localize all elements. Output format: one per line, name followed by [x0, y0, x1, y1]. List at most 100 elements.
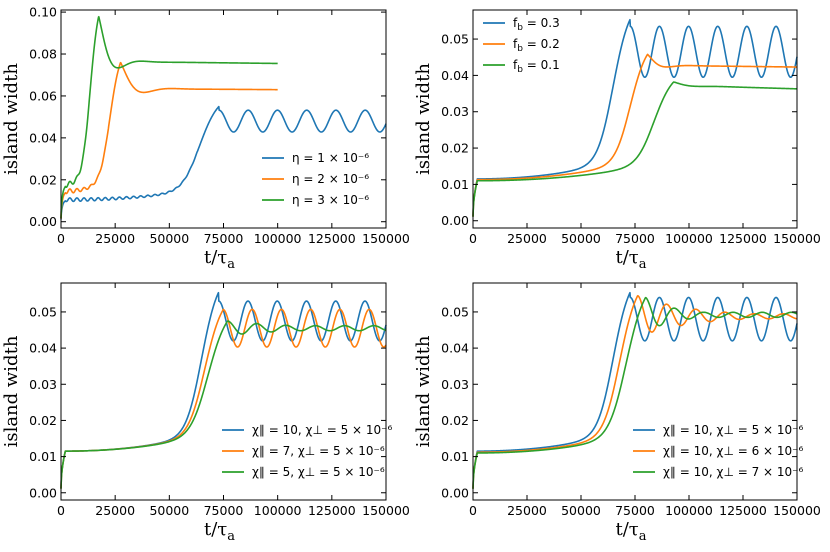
legend-label-main: f: [513, 16, 518, 30]
series-line-1: [60, 105, 387, 220]
y-tick-label: 0.10: [29, 5, 57, 20]
y-tick-label: 0.01: [441, 449, 469, 464]
x-tick-label: 75000: [204, 231, 244, 246]
y-tick-label: 0.02: [29, 172, 57, 187]
legend-label-1: χ∥ = 10, χ⊥ = 5 × 10⁻⁶: [252, 423, 393, 437]
x-tick-label: 50000: [149, 503, 189, 518]
legend-label-1: χ∥ = 10, χ⊥ = 5 × 10⁻⁶: [663, 423, 804, 437]
x-axis-label-main: t/τ: [615, 247, 638, 268]
legend-label-2: fb = 0.2: [513, 37, 560, 54]
y-tick-label: 0.00: [441, 485, 469, 500]
legend-label-main: f: [513, 58, 518, 72]
x-tick-label: 125000: [719, 231, 767, 246]
legend-label-main: f: [513, 37, 518, 51]
legend-label-2: χ∥ = 10, χ⊥ = 6 × 10⁻⁶: [663, 444, 804, 458]
legend-label-2: χ∥ = 7, χ⊥ = 5 × 10⁻⁶: [252, 444, 385, 458]
plot-frame: [472, 9, 798, 229]
y-axis-label: island width: [1, 63, 22, 175]
y-tick-label: 0.00: [29, 485, 57, 500]
y-tick-label: 0.00: [441, 213, 469, 228]
legend-label-1: η = 1 × 10⁻⁶: [292, 151, 369, 165]
y-axis-label: island width: [413, 63, 434, 175]
x-tick-label: 100000: [665, 231, 713, 246]
y-tick-label: 0.05: [441, 32, 469, 47]
y-tick-label: 0.03: [441, 104, 469, 119]
y-tick-label: 0.05: [441, 304, 469, 319]
x-tick-label: 50000: [149, 231, 189, 246]
legend-label-value: = 0.1: [523, 58, 560, 72]
x-axis-label-sub: a: [227, 529, 235, 544]
y-axis-label: island width: [1, 335, 22, 447]
legend-label-1: fb = 0.3: [513, 16, 560, 33]
x-tick-label: 25000: [95, 503, 135, 518]
chart-panel-4: 0 25000 50000 75000 100000 125000 150000 0.00 0.…: [413, 282, 821, 544]
x-tick-label: 25000: [95, 231, 135, 246]
x-axis-label-sub: a: [639, 257, 647, 272]
legend-label-3: χ∥ = 10, χ⊥ = 7 × 10⁻⁶: [663, 465, 804, 479]
x-tick-label: 0: [57, 231, 65, 246]
x-tick-label: 50000: [561, 231, 601, 246]
y-tick-label: 0.05: [29, 304, 57, 319]
x-tick-label: 75000: [615, 231, 655, 246]
x-tick-label: 100000: [254, 503, 302, 518]
x-tick-label: 50000: [561, 503, 601, 518]
legend-label-sub: b: [517, 23, 523, 33]
x-tick-label: 100000: [254, 231, 302, 246]
y-tick-label: 0.01: [29, 449, 57, 464]
y-tick-label: 0.03: [29, 377, 57, 392]
series-line-1: [60, 291, 387, 489]
x-axis-label-main: t/τ: [204, 519, 227, 540]
series-line-2: [472, 294, 798, 489]
x-tick-label: 150000: [362, 503, 410, 518]
x-axis-label: t/τa: [204, 519, 235, 544]
x-tick-label: 75000: [615, 503, 655, 518]
y-tick-label: 0.02: [441, 141, 469, 156]
y-tick-label: 0.00: [29, 214, 57, 229]
y-axis-label: island width: [413, 335, 434, 447]
chart-panel-2: 0 25000 50000 75000 100000 125000 150000 0.00 0.…: [413, 9, 821, 272]
y-tick-label: 0.04: [29, 341, 57, 356]
y-tick-label: 0.08: [29, 47, 57, 62]
x-tick-label: 25000: [507, 231, 547, 246]
x-tick-label: 125000: [719, 503, 767, 518]
legend-label-3: fb = 0.1: [513, 58, 560, 75]
x-axis-label-sub: a: [227, 257, 235, 272]
legend-label-value: = 0.3: [523, 16, 560, 30]
series-line-1: [472, 291, 798, 489]
x-tick-label: 150000: [773, 503, 821, 518]
x-tick-label: 75000: [204, 503, 244, 518]
legend-label-sub: b: [517, 65, 523, 75]
x-tick-label: 100000: [665, 503, 713, 518]
series-line-2: [60, 61, 279, 219]
series-line-1: [472, 18, 798, 217]
legend-label-2: η = 2 × 10⁻⁶: [292, 172, 369, 186]
series-line-3: [60, 15, 279, 219]
x-axis-label: t/τa: [204, 247, 235, 272]
y-tick-label: 0.02: [29, 413, 57, 428]
x-tick-label: 0: [469, 503, 477, 518]
x-axis-label-main: t/τ: [204, 247, 227, 268]
y-tick-label: 0.04: [29, 130, 57, 145]
x-axis-label: t/τa: [615, 247, 646, 272]
legend-label-sub: b: [517, 44, 523, 54]
y-tick-label: 0.04: [441, 341, 469, 356]
x-axis-label-sub: a: [639, 529, 647, 544]
chart-panel-1: 0 25000 50000 75000 100000 125000 150000 0.00 0.…: [1, 5, 410, 272]
legend-label-3: η = 3 × 10⁻⁶: [292, 193, 369, 207]
series-line-3: [472, 81, 798, 217]
y-tick-label: 0.04: [441, 68, 469, 83]
x-tick-label: 0: [469, 231, 477, 246]
y-tick-label: 0.06: [29, 88, 57, 103]
x-tick-label: 125000: [308, 503, 356, 518]
series-line-2: [472, 53, 798, 217]
x-tick-label: 150000: [773, 231, 821, 246]
x-tick-label: 125000: [308, 231, 356, 246]
x-axis-label-main: t/τ: [615, 519, 638, 540]
legend-label-3: χ∥ = 5, χ⊥ = 5 × 10⁻⁶: [252, 465, 385, 479]
legend-label-value: = 0.2: [523, 37, 560, 51]
series-line-3: [472, 296, 798, 489]
y-tick-label: 0.03: [441, 377, 469, 392]
x-tick-label: 150000: [362, 231, 410, 246]
series-line-2: [60, 308, 387, 489]
